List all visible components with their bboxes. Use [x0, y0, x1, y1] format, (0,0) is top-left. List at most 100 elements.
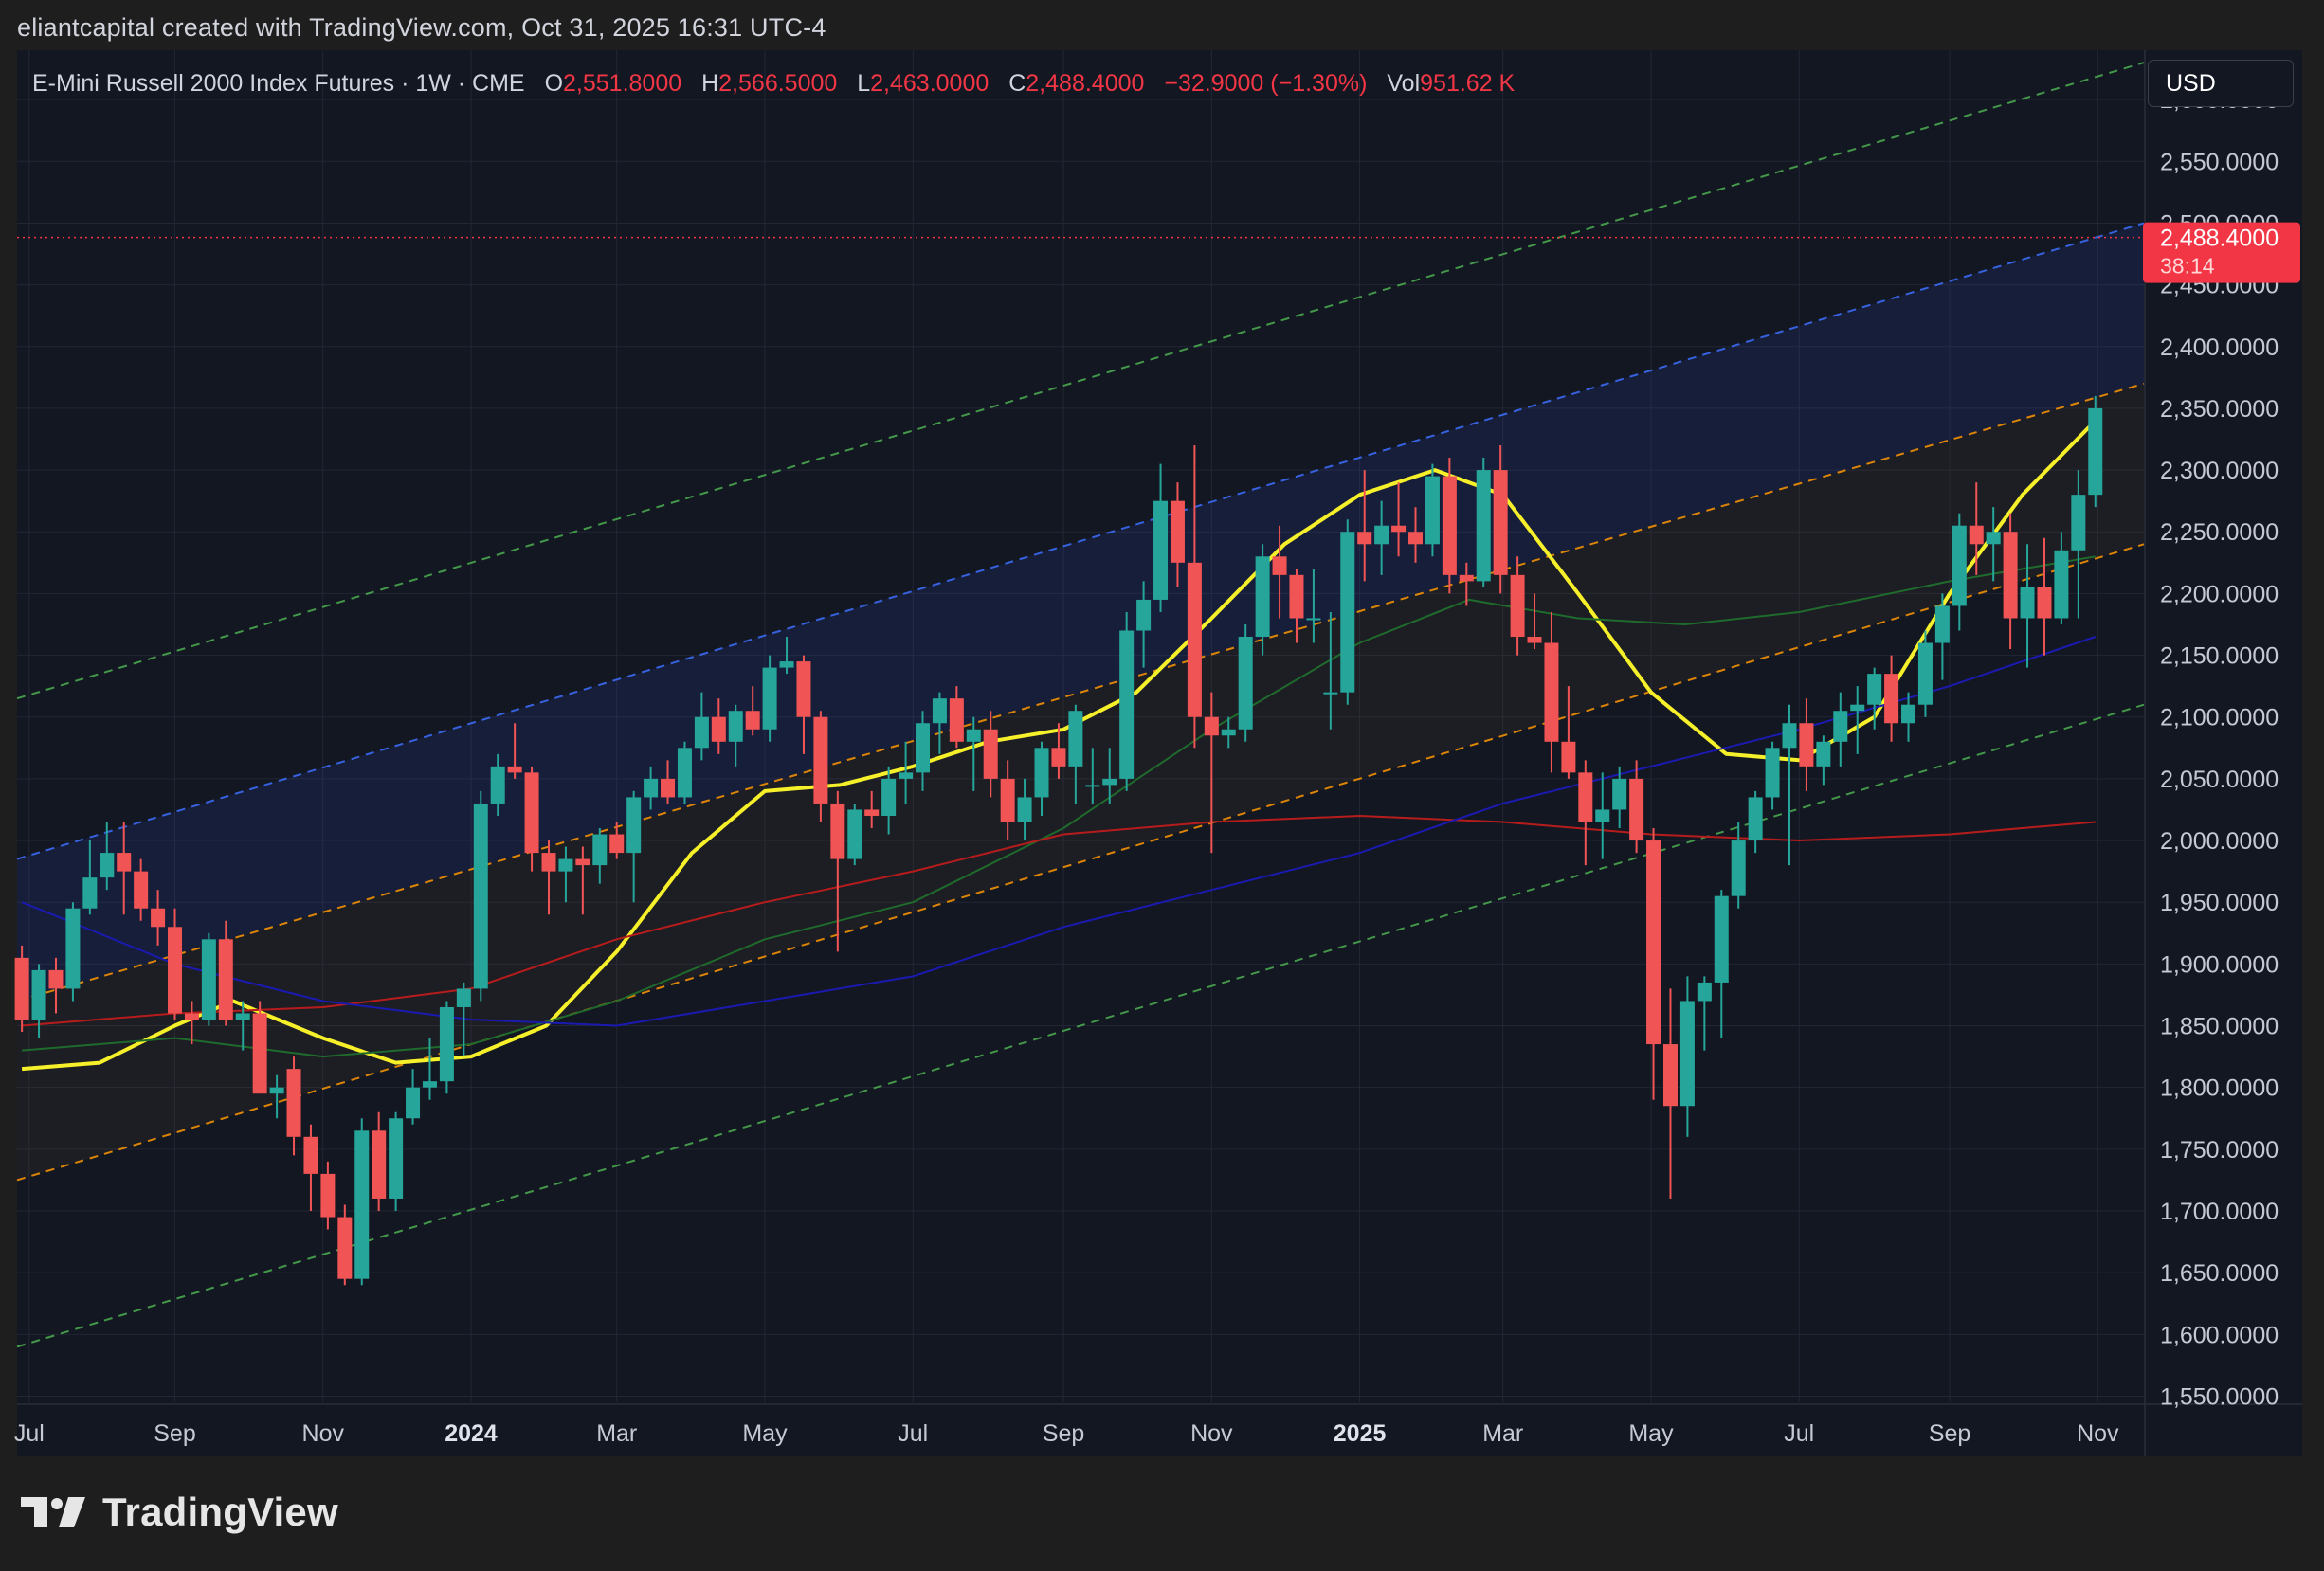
time-tick-label: Mar	[596, 1420, 637, 1447]
time-tick-label: Sep	[1929, 1420, 1970, 1447]
candle-body	[558, 858, 573, 872]
candle-body	[1679, 1001, 1695, 1107]
candle-body	[1034, 748, 1049, 798]
candle-body	[1374, 525, 1389, 545]
candle-body	[644, 778, 659, 798]
candle-body	[456, 988, 471, 1007]
candle-body	[184, 1013, 199, 1020]
candle-body	[1561, 741, 1576, 773]
price-tick-label: 2,250.0000	[2160, 519, 2279, 546]
moving-average-line	[22, 555, 2096, 1058]
candle-body	[1629, 778, 1644, 841]
price-tick-label: 2,100.0000	[2160, 705, 2279, 731]
price-tick-label: 2,550.0000	[2160, 149, 2279, 175]
candle-body	[507, 766, 522, 773]
price-tick-label: 1,550.0000	[2160, 1383, 2279, 1410]
candles	[14, 395, 2103, 1286]
price-tick-label: 1,600.0000	[2160, 1322, 2279, 1348]
candle-body	[1391, 525, 1407, 533]
candle-body	[168, 927, 183, 1014]
price-tick-label: 1,700.0000	[2160, 1199, 2279, 1225]
time-tick-label: Jul	[1784, 1420, 1814, 1447]
candle-body	[1289, 574, 1304, 619]
candle-body	[949, 698, 964, 742]
open-value: 2,551.8000	[563, 70, 682, 97]
time-tick-label: Nov	[2077, 1420, 2119, 1447]
candle-body	[65, 908, 81, 989]
candle-body	[1051, 748, 1066, 767]
candle-body	[1714, 895, 1729, 983]
grid	[17, 50, 2302, 1456]
time-tick-label: May	[742, 1420, 788, 1447]
time-tick-label: May	[1628, 1420, 1674, 1447]
candle-body	[48, 969, 64, 989]
candle-body	[796, 661, 811, 717]
price-tick-label: 1,650.0000	[2160, 1260, 2279, 1287]
candle-body	[983, 729, 998, 779]
candle-body	[1901, 704, 1916, 724]
candle-body	[1748, 797, 1763, 841]
time-tick-label: 2024	[445, 1420, 498, 1447]
candle-body	[609, 834, 625, 854]
open-label: O	[544, 70, 564, 97]
candle-body	[864, 809, 880, 816]
candle-body	[1119, 630, 1135, 779]
candle-body	[406, 1087, 421, 1119]
candle-body	[1102, 778, 1117, 786]
time-tick-label: 2025	[1334, 1420, 1387, 1447]
candle-body	[1136, 599, 1152, 631]
channel-line	[16, 222, 2145, 860]
price-tick-label: 2,400.0000	[2160, 334, 2279, 361]
candle-body	[1612, 778, 1627, 810]
candle-body	[932, 698, 947, 724]
candle-body	[2071, 495, 2086, 551]
candle-body	[490, 766, 505, 804]
candle-body	[1765, 748, 1780, 798]
candle-body	[1425, 476, 1440, 545]
candle-body	[1986, 532, 2001, 545]
candle-body	[899, 772, 914, 779]
change-value: −32.9000 (−1.30%)	[1164, 70, 1368, 97]
tradingview-brand[interactable]: TradingView	[21, 1490, 338, 1535]
candle-body	[354, 1130, 370, 1279]
candle-body	[1662, 1044, 1678, 1107]
candle-body	[677, 748, 692, 798]
candle-body	[524, 772, 539, 854]
candle-body	[1170, 500, 1185, 563]
candle-body	[626, 797, 642, 854]
candle-body	[1153, 500, 1169, 600]
candle-body	[1340, 532, 1355, 693]
candle-body	[1917, 642, 1933, 705]
candle-body	[269, 1087, 284, 1094]
candle-body	[2020, 587, 2035, 619]
candle-body	[473, 803, 488, 989]
symbol-title: E-Mini Russell 2000 Index Futures · 1W ·…	[32, 70, 525, 97]
candle-body	[1578, 772, 1593, 822]
price-tag-countdown: 38:14	[2160, 254, 2215, 279]
close-value: 2,488.4000	[1026, 70, 1145, 97]
candle-body	[711, 716, 726, 742]
candle-body	[1799, 723, 1814, 767]
candle-body	[320, 1173, 336, 1218]
price-tick-label: 2,050.0000	[2160, 767, 2279, 793]
candle-body	[1221, 729, 1236, 736]
candle-body	[1934, 605, 1950, 643]
volume-label: Vol	[1387, 70, 1421, 97]
ohlc-legend: E-Mini Russell 2000 Index Futures · 1W ·…	[32, 70, 1515, 98]
candle-body	[1323, 692, 1338, 695]
candle-body	[1272, 556, 1287, 575]
channel-band-upper	[17, 223, 2144, 1002]
channel-line	[16, 62, 2145, 700]
chart-attribution: eliantcapital created with TradingView.c…	[17, 13, 826, 42]
candle-body	[1816, 741, 1831, 767]
currency-button[interactable]: USD	[2148, 60, 2294, 107]
candle-body	[1187, 562, 1202, 717]
price-tick-label: 2,200.0000	[2160, 581, 2279, 607]
candle-body	[1850, 704, 1865, 712]
candle-body	[151, 908, 166, 928]
candle-body	[1884, 674, 1899, 724]
candle-body	[1476, 470, 1491, 582]
candle-body	[1068, 711, 1083, 767]
